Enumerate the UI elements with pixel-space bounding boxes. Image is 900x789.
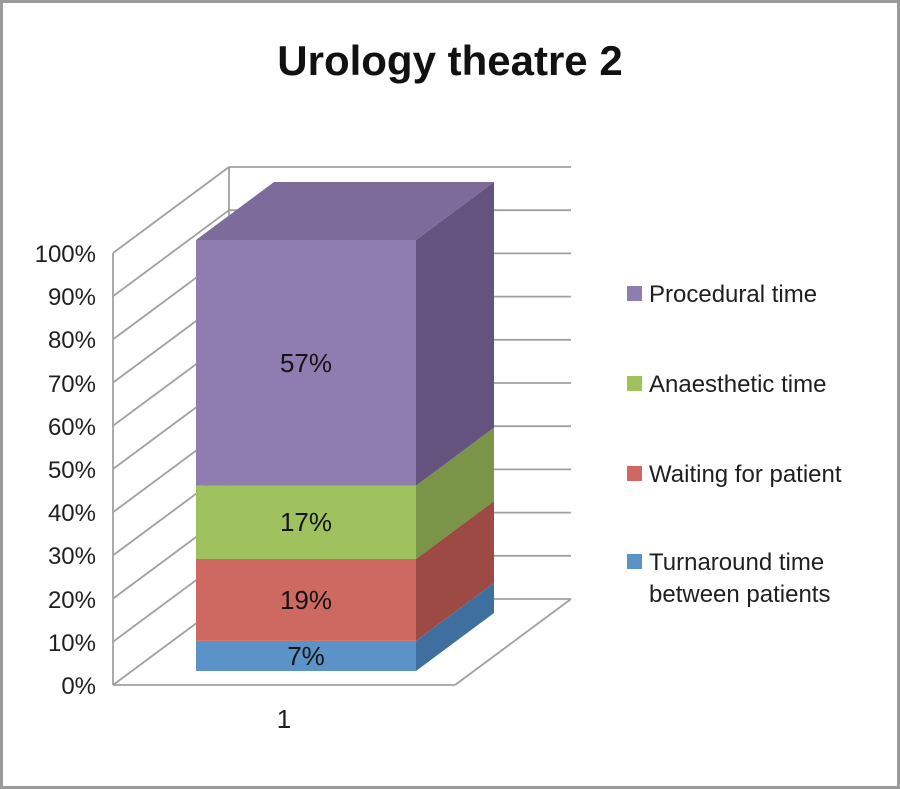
y-axis-tick-label: 30% xyxy=(47,543,96,571)
bar-segment-front xyxy=(196,240,416,486)
bar-segment-side xyxy=(416,182,494,486)
bar-segment-front xyxy=(196,485,416,559)
legend-label: Procedural time xyxy=(649,281,818,308)
gridline xyxy=(454,598,572,686)
bar-top-face xyxy=(196,182,494,240)
bar-segment-side xyxy=(416,500,494,641)
y-axis-tick-label: 100% xyxy=(34,241,96,268)
y-axis-tick-label: 10% xyxy=(47,629,96,657)
legend-item: Anaesthetic time xyxy=(627,369,826,401)
legend-label: Turnaround time between patients xyxy=(649,549,831,608)
legend-label: Waiting for patient xyxy=(649,461,842,488)
legend-item: Turnaround time between patients xyxy=(627,547,869,611)
y-axis-tick-label: 40% xyxy=(47,500,96,528)
gridline xyxy=(112,209,230,297)
bar-segment-side xyxy=(416,582,494,671)
data-label: 19% xyxy=(279,584,333,615)
gridline xyxy=(112,166,230,254)
data-label: 17% xyxy=(279,507,333,538)
y-axis-tick-label: 60% xyxy=(47,413,96,441)
legend-item: Procedural time xyxy=(627,279,817,311)
bar-segment-front xyxy=(196,558,416,641)
legend-label: Anaesthetic time xyxy=(649,371,827,398)
legend-swatch-icon xyxy=(627,376,642,391)
y-axis-tick-label: 80% xyxy=(47,327,96,355)
plot-area-3d xyxy=(112,166,572,686)
y-axis-tick-label: 0% xyxy=(61,673,96,700)
chart-title: Urology theatre 2 xyxy=(277,37,623,84)
y-axis-tick-label: 90% xyxy=(47,284,96,312)
bar-segment-side xyxy=(416,427,494,559)
legend-swatch-icon xyxy=(627,554,642,569)
legend-item: Waiting for patient xyxy=(627,459,842,491)
legend-swatch-icon xyxy=(627,466,642,481)
x-axis-category-label: 1 xyxy=(276,704,292,734)
y-axis-tick-label: 20% xyxy=(47,586,96,614)
data-label: 7% xyxy=(287,640,325,671)
data-label: 57% xyxy=(279,347,333,378)
y-axis-tick-label: 50% xyxy=(47,457,96,484)
bar-segment-front xyxy=(196,640,416,671)
legend-swatch-icon xyxy=(627,286,642,301)
y-axis-tick-label: 70% xyxy=(47,370,96,398)
